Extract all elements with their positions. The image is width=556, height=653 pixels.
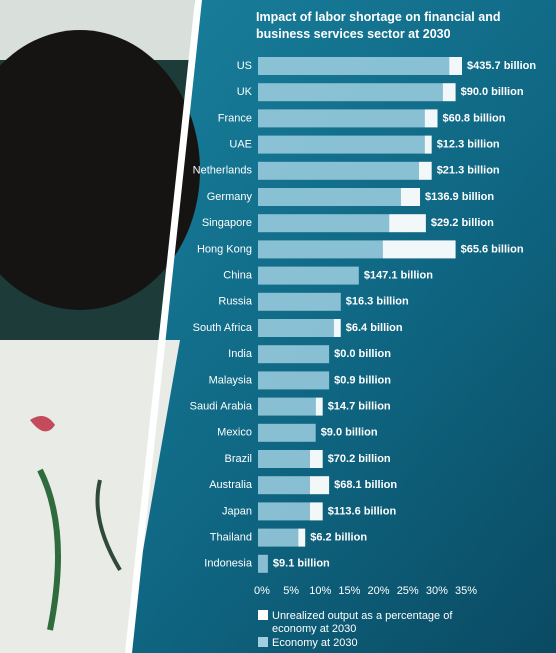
category-label: Brazil: [224, 453, 252, 465]
bar-segment: [424, 135, 432, 154]
category-label: Hong Kong: [197, 243, 252, 255]
bar-segment: [258, 554, 268, 573]
category-label: Mexico: [217, 427, 252, 439]
bar-segment: [309, 502, 323, 521]
x-tick-label: 5%: [283, 585, 299, 597]
bar-segment: [258, 109, 425, 128]
x-tick-label: 35%: [455, 585, 477, 597]
bar-segment: [389, 214, 426, 233]
bar-segment: [258, 57, 450, 75]
bar-segment: [258, 502, 310, 521]
amount-label: $147.1 billion: [364, 270, 433, 282]
bar-segment: [258, 319, 334, 337]
bar-segment: [258, 528, 299, 547]
amount-label: $90.0 billion: [461, 86, 524, 98]
amount-label: $68.1 billion: [334, 479, 397, 491]
bar-segment: [309, 476, 330, 495]
bar-segment: [258, 450, 310, 468]
amount-label: $6.4 billion: [346, 322, 403, 334]
amount-label: $12.3 billion: [437, 139, 500, 151]
divider: [125, 0, 202, 653]
x-tick-label: 0%: [254, 585, 270, 597]
chart-title: Impact of labor shortage on financial an…: [256, 10, 501, 41]
amount-label: $65.6 billion: [461, 243, 524, 255]
amount-label: $70.2 billion: [328, 453, 391, 465]
x-tick-label: 20%: [368, 585, 390, 597]
bar-segment: [258, 135, 425, 154]
bar-segment: [400, 188, 421, 206]
amount-label: $6.2 billion: [310, 532, 367, 544]
bar-segment: [382, 240, 456, 259]
category-label: Australia: [209, 479, 253, 491]
category-label: Germany: [207, 191, 253, 203]
bar-segment: [258, 423, 316, 442]
x-tick-label: 15%: [338, 585, 360, 597]
bar-segment: [258, 188, 401, 206]
legend-swatch: [258, 637, 268, 647]
bar-segment: [315, 397, 323, 416]
legend-label: Economy at 2030: [272, 637, 358, 649]
x-tick-label: 10%: [309, 585, 331, 597]
bar-segment: [258, 266, 359, 285]
bar-segment: [258, 476, 310, 495]
x-tick-label: 30%: [426, 585, 448, 597]
photo: [0, 0, 200, 653]
amount-label: $9.0 billion: [321, 427, 378, 439]
amount-label: $0.9 billion: [334, 374, 391, 386]
bar-segment: [258, 397, 316, 416]
category-label: US: [237, 60, 252, 72]
category-label: UAE: [229, 139, 252, 151]
x-tick-label: 25%: [397, 585, 419, 597]
amount-label: $435.7 billion: [467, 60, 536, 72]
category-label: Singapore: [202, 217, 252, 229]
category-label: Thailand: [210, 532, 252, 544]
amount-label: $14.7 billion: [328, 401, 391, 413]
category-label: Netherlands: [193, 165, 253, 177]
bar-segment: [418, 161, 432, 180]
amount-label: $21.3 billion: [437, 165, 500, 177]
amount-label: $9.1 billion: [273, 558, 330, 570]
category-label: Malaysia: [209, 374, 253, 386]
amount-label: $113.6 billion: [328, 505, 397, 517]
category-label: South Africa: [193, 322, 253, 334]
bar-segment: [258, 371, 330, 390]
amount-label: $136.9 billion: [425, 191, 494, 203]
category-label: France: [218, 112, 252, 124]
legend-label: Unrealized output as a percentage of eco…: [272, 610, 453, 635]
bar-segment: [258, 214, 390, 233]
category-label: Indonesia: [204, 558, 253, 570]
legend-swatch: [258, 610, 268, 620]
bar-segment: [309, 450, 323, 468]
bar-segment: [258, 83, 443, 102]
amount-label: $0.0 billion: [334, 348, 391, 360]
bar-segment: [258, 292, 341, 311]
category-label: Russia: [218, 296, 253, 308]
category-label: UK: [237, 86, 253, 98]
bar-segment: [442, 83, 456, 102]
amount-label: $16.3 billion: [346, 296, 409, 308]
category-label: Japan: [222, 505, 252, 517]
amount-label: $29.2 billion: [431, 217, 494, 229]
bar-segment: [333, 319, 341, 337]
category-label: India: [228, 348, 253, 360]
bar-segment: [258, 161, 419, 180]
bar-segment: [298, 528, 306, 547]
amount-label: $60.8 billion: [443, 112, 506, 124]
bar-segment: [258, 345, 330, 364]
category-label: Saudi Arabia: [190, 401, 253, 413]
bar-segment: [258, 240, 383, 259]
bar-segment: [424, 109, 438, 128]
category-label: China: [223, 270, 253, 282]
bar-segment: [449, 57, 462, 75]
